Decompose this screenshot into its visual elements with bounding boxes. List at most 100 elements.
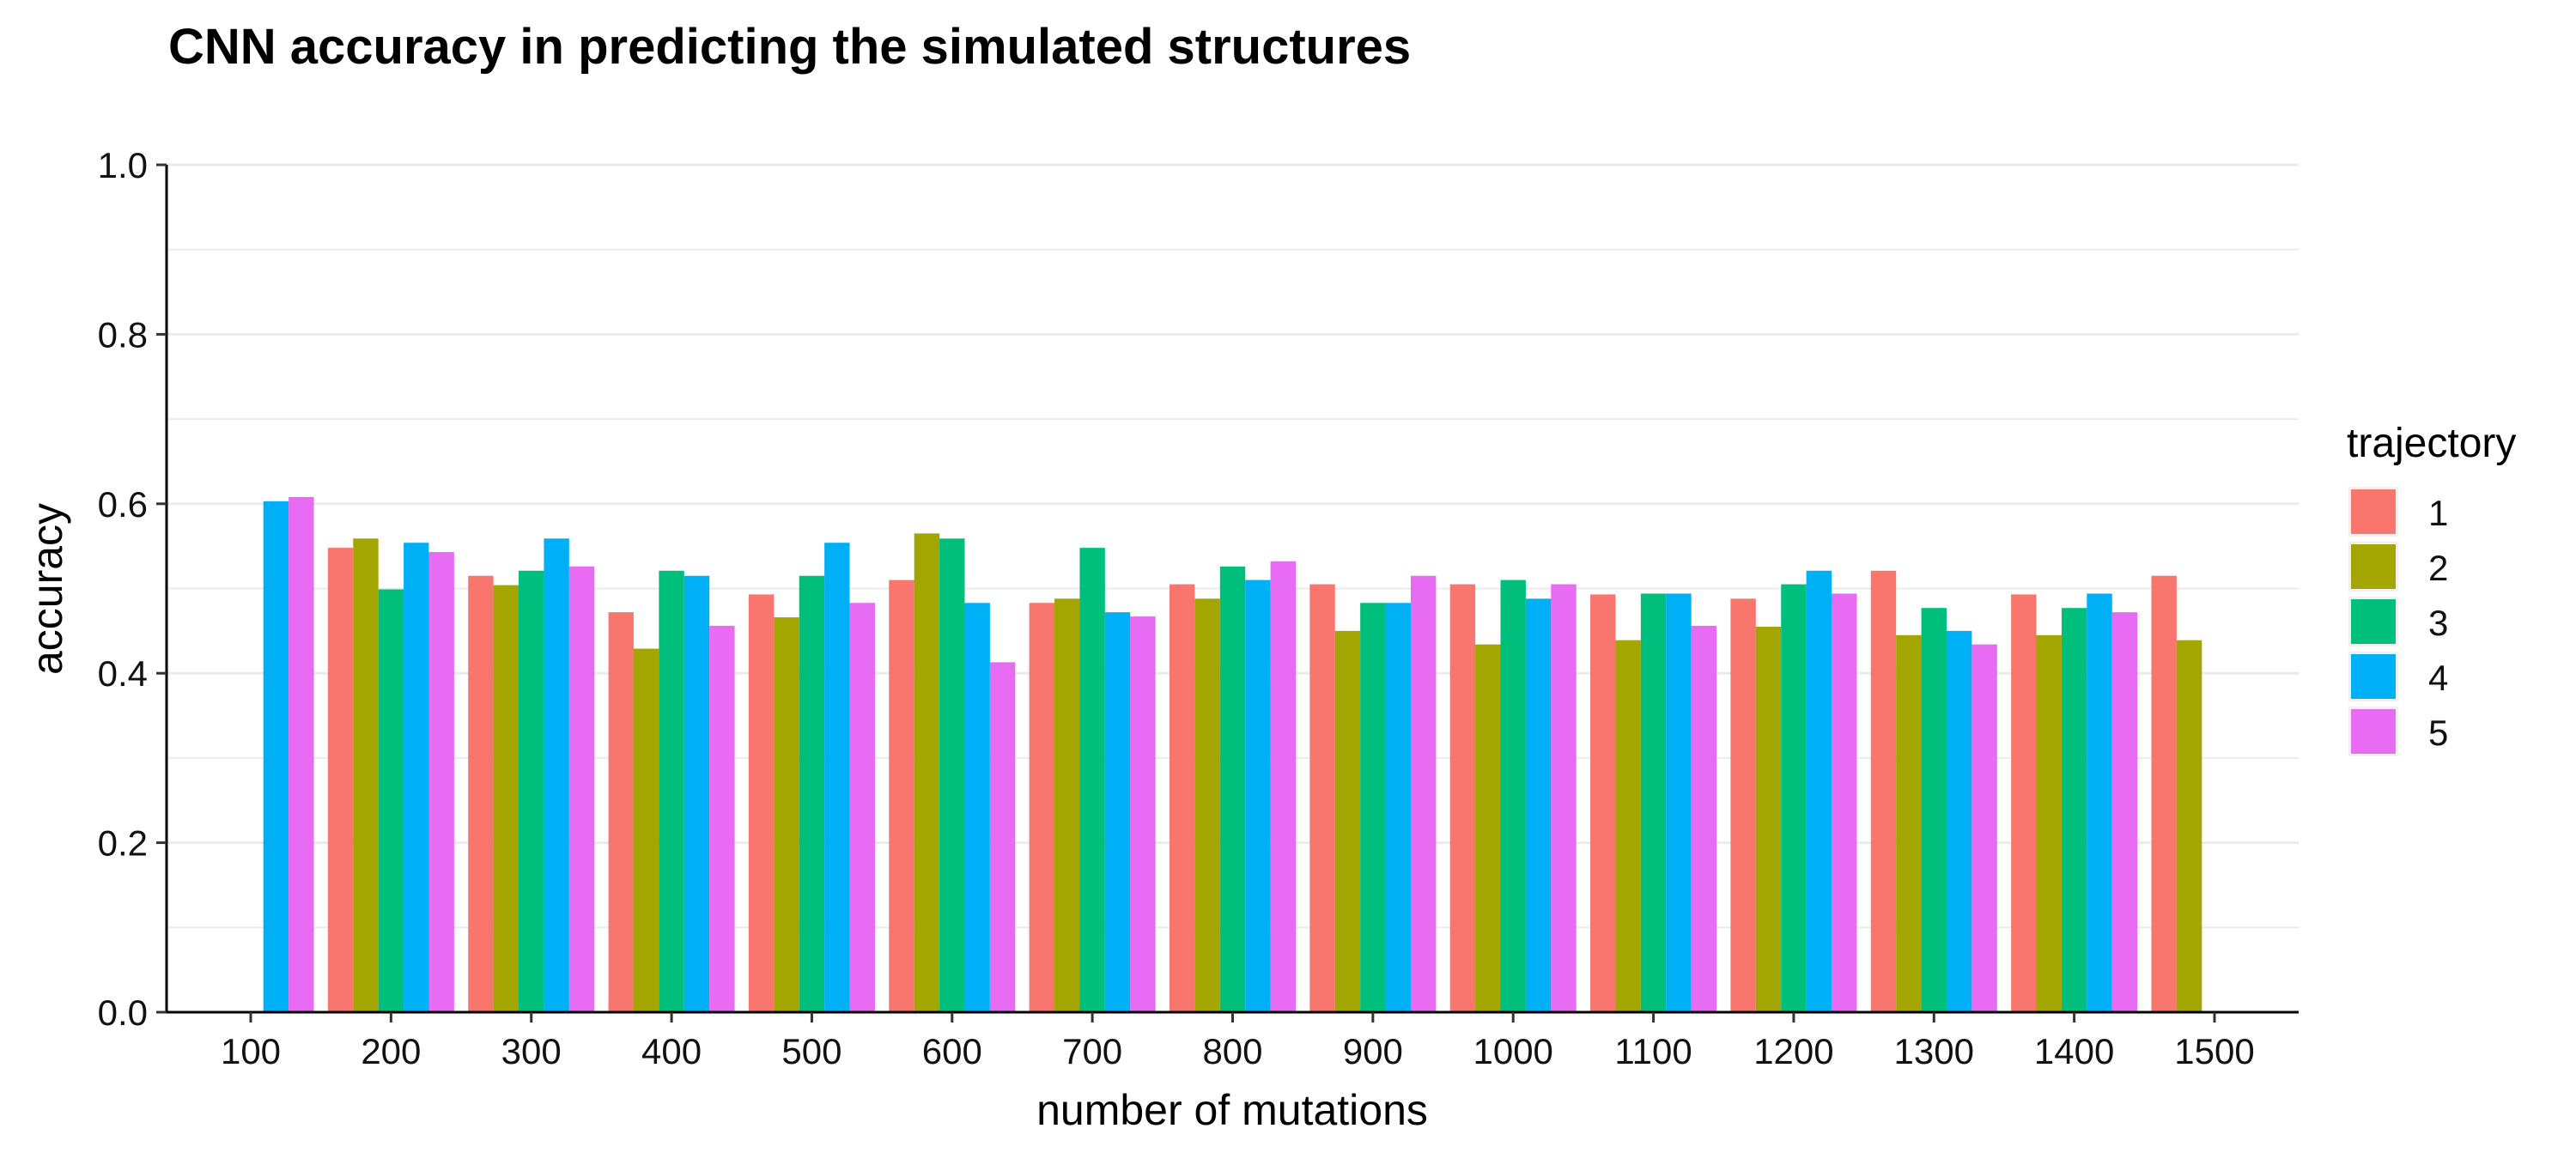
- bar-trajectory-2: [353, 538, 379, 1012]
- bar-trajectory-2: [1334, 630, 1361, 1012]
- bar-trajectory-3: [519, 570, 544, 1012]
- legend-swatch: [2351, 599, 2396, 644]
- x-tick-label: 1500: [2174, 1031, 2254, 1071]
- legend-title: trajectory: [2347, 421, 2516, 466]
- x-tick-label: 900: [1343, 1031, 1403, 1071]
- bar-trajectory-3: [378, 589, 404, 1012]
- bar-trajectory-4: [683, 575, 710, 1012]
- x-tick-label: 1400: [2034, 1031, 2114, 1071]
- bar-trajectory-4: [1245, 580, 1271, 1012]
- x-tick-label: 200: [361, 1031, 421, 1071]
- y-axis-ticks: 0.0 0.2 0.4 0.6 0.8 1.0: [98, 145, 167, 1033]
- bar-trajectory-5: [849, 603, 875, 1012]
- bar-trajectory-2: [914, 533, 940, 1012]
- bar-trajectory-5: [1130, 616, 1156, 1012]
- legend-label: 2: [2428, 548, 2448, 588]
- x-axis-ticks: 100 200 300 400 500 600 700 800 900 1000 1100 1200 1…: [221, 1012, 2255, 1071]
- legend-label: 1: [2428, 493, 2448, 533]
- bar-trajectory-2: [1054, 598, 1080, 1012]
- legend: trajectory 1 2 3 4 5: [2347, 421, 2516, 756]
- bar-trajectory-4: [1806, 570, 1832, 1012]
- y-tick-label: 0.4: [98, 653, 148, 694]
- legend-swatch: [2351, 709, 2396, 754]
- legend-label: 3: [2428, 603, 2448, 643]
- bar-trajectory-2: [774, 617, 799, 1012]
- bar-trajectory-5: [1832, 593, 1857, 1012]
- bar-trajectory-1: [1870, 570, 1897, 1012]
- bar-trajectory-5: [1410, 575, 1437, 1012]
- bar-trajectory-5: [2111, 612, 2138, 1012]
- bar-trajectory-3: [1921, 608, 1947, 1012]
- bar-trajectory-3: [1781, 584, 1807, 1012]
- bar-trajectory-4: [964, 603, 990, 1012]
- bar-trajectory-2: [1755, 626, 1782, 1012]
- bar-trajectory-3: [659, 570, 684, 1012]
- legend-label: 4: [2428, 658, 2448, 698]
- bar-trajectory-4: [1104, 612, 1131, 1012]
- bar-trajectory-1: [1449, 584, 1476, 1012]
- x-tick-label: 500: [781, 1031, 841, 1071]
- x-tick-label: 300: [501, 1031, 562, 1071]
- bar-trajectory-2: [493, 585, 519, 1012]
- bar-trajectory-3: [2061, 608, 2087, 1012]
- bar-trajectory-4: [544, 538, 569, 1012]
- y-axis-title: accuracy: [23, 503, 71, 675]
- bar-trajectory-4: [1946, 630, 1972, 1012]
- bar-trajectory-1: [1309, 584, 1335, 1012]
- y-tick-label: 0.0: [98, 992, 148, 1033]
- bar-trajectory-5: [989, 662, 1016, 1012]
- bar-trajectory-4: [2087, 593, 2112, 1012]
- bar-trajectory-2: [633, 648, 659, 1012]
- bar-trajectory-1: [608, 612, 634, 1012]
- bar-trajectory-2: [2176, 640, 2202, 1012]
- bar-trajectory-4: [1385, 603, 1411, 1012]
- bar-trajectory-5: [1270, 561, 1297, 1012]
- x-tick-label: 1100: [1614, 1031, 1692, 1071]
- x-tick-label: 700: [1062, 1031, 1122, 1071]
- bar-trajectory-5: [709, 625, 735, 1012]
- bar-trajectory-3: [1500, 580, 1526, 1012]
- bar-trajectory-4: [404, 543, 429, 1012]
- bar-trajectory-3: [1079, 548, 1105, 1012]
- bar-trajectory-3: [1219, 566, 1246, 1012]
- bar-trajectory-1: [1029, 603, 1055, 1012]
- y-tick-label: 0.2: [98, 823, 148, 864]
- bar-trajectory-2: [1896, 634, 1922, 1012]
- legend-label: 5: [2428, 713, 2448, 753]
- bar-trajectory-1: [889, 580, 914, 1012]
- x-tick-label: 400: [641, 1031, 702, 1071]
- y-tick-label: 0.8: [98, 314, 148, 355]
- bar-trajectory-5: [1551, 584, 1577, 1012]
- y-tick-label: 0.6: [98, 484, 148, 525]
- bar-trajectory-3: [1640, 593, 1667, 1012]
- x-tick-label: 1200: [1753, 1031, 1833, 1071]
- bar-trajectory-1: [1590, 594, 1616, 1012]
- bar-trajectory-4: [1666, 593, 1692, 1012]
- bar-trajectory-5: [428, 552, 454, 1012]
- bar-trajectory-5: [1691, 625, 1717, 1012]
- bar-trajectory-5: [289, 496, 314, 1012]
- bar-trajectory-1: [2151, 575, 2177, 1012]
- bar-trajectory-1: [327, 548, 354, 1012]
- y-tick-label: 1.0: [98, 145, 148, 185]
- bar-trajectory-3: [939, 538, 965, 1012]
- bars: [263, 496, 2202, 1012]
- bar-trajectory-1: [1730, 598, 1756, 1012]
- x-tick-label: 600: [922, 1031, 982, 1071]
- legend-swatch: [2351, 489, 2396, 534]
- bar-trajectory-2: [1475, 644, 1501, 1012]
- bar-trajectory-5: [1971, 644, 1997, 1012]
- x-tick-label: 1000: [1473, 1031, 1552, 1071]
- bar-trajectory-1: [2011, 594, 2037, 1012]
- bar-trajectory-2: [1194, 598, 1220, 1012]
- x-tick-label: 800: [1202, 1031, 1262, 1071]
- bar-trajectory-1: [1169, 584, 1195, 1012]
- legend-swatch: [2351, 654, 2396, 699]
- bar-trajectory-4: [1525, 598, 1552, 1012]
- bar-trajectory-1: [468, 575, 494, 1012]
- x-axis-title: number of mutations: [1036, 1086, 1428, 1134]
- x-tick-label: 1300: [1894, 1031, 1974, 1071]
- bar-trajectory-5: [568, 566, 595, 1012]
- legend-swatch: [2351, 544, 2396, 589]
